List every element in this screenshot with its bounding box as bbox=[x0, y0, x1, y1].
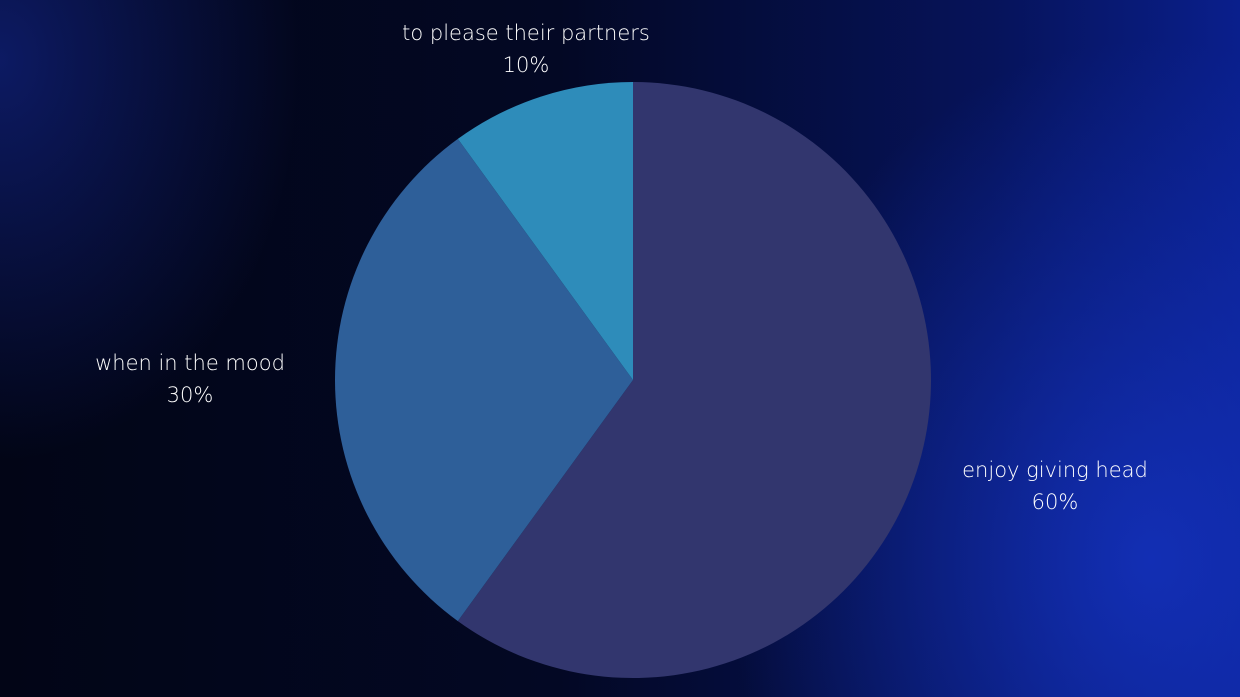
pie-slice bbox=[457, 82, 931, 678]
slice-label: enjoy giving head bbox=[962, 458, 1148, 482]
slice-value-label: 30% bbox=[167, 383, 214, 407]
slice-label: when in the mood bbox=[95, 351, 285, 375]
slice-value-label: 60% bbox=[1032, 490, 1079, 514]
pie-slice bbox=[335, 138, 633, 622]
pie-slice bbox=[457, 82, 633, 380]
slice-value-label: 10% bbox=[503, 53, 550, 77]
slice-label: to please their partners bbox=[402, 21, 650, 45]
